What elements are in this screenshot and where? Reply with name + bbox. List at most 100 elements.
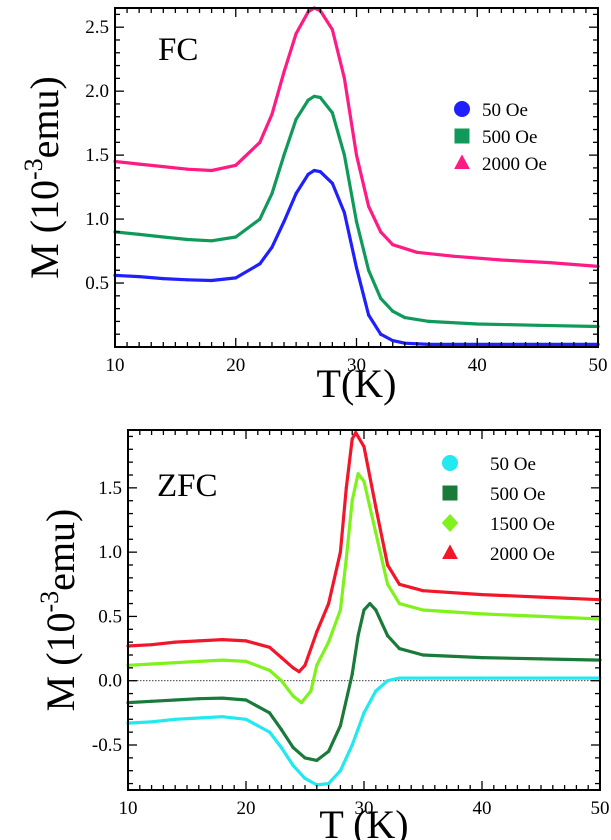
data-point: [327, 640, 331, 644]
legend-item: 500 Oe: [442, 484, 545, 505]
data-point: [362, 479, 366, 483]
data-point: [374, 608, 378, 612]
series-50-oe: [126, 676, 602, 787]
series-2000-oe: [113, 6, 600, 268]
y-axis-title-exponent: -3: [19, 158, 48, 180]
legend-label: 1500 Oe: [490, 514, 555, 535]
data-point: [268, 730, 272, 734]
data-point: [268, 645, 272, 649]
data-point: [362, 608, 366, 612]
data-point: [306, 98, 310, 102]
data-point: [421, 653, 425, 657]
legend-label: 50 Oe: [482, 100, 528, 121]
legend-marker-circle: [442, 455, 458, 471]
data-point: [173, 661, 177, 665]
data-point: [374, 689, 378, 693]
data-point: [344, 557, 348, 561]
data-point: [350, 743, 354, 747]
data-point: [391, 339, 395, 343]
data-point: [379, 332, 383, 336]
data-point: [354, 266, 359, 270]
data-point: [197, 697, 201, 701]
data-point: [294, 191, 298, 196]
data-point: [279, 679, 283, 683]
x-tick-label: 20: [237, 798, 256, 819]
data-point: [185, 167, 189, 171]
data-point: [270, 245, 274, 249]
data-point: [350, 437, 354, 441]
x-tick-label: 40: [473, 798, 492, 819]
data-point: [362, 711, 366, 715]
data-point: [391, 309, 395, 313]
data-point: [330, 28, 334, 32]
x-tick-label: 50: [589, 355, 608, 376]
data-point: [137, 275, 141, 279]
y-axis-title-main: M (10: [22, 180, 67, 279]
data-point: [480, 676, 484, 680]
data-point: [539, 657, 543, 661]
data-point: [536, 323, 540, 327]
data-point: [173, 698, 177, 702]
y-tick-label: -0.5: [92, 735, 122, 756]
y-tick-label: 1.5: [85, 145, 109, 166]
data-point: [315, 630, 319, 634]
data-point: [391, 243, 395, 247]
data-point: [291, 694, 295, 698]
data-point: [480, 612, 484, 616]
data-point: [379, 296, 383, 300]
data-point: [258, 140, 262, 144]
data-point: [210, 278, 214, 283]
data-point: [244, 639, 248, 643]
data-point: [185, 278, 189, 282]
data-point: [318, 95, 322, 100]
y-tick-label: 1.0: [98, 542, 122, 563]
data-point: [427, 319, 431, 323]
data-point: [421, 589, 425, 593]
data-point: [356, 634, 360, 638]
data-point: [367, 268, 371, 272]
data-point: [480, 593, 484, 597]
data-point: [279, 728, 283, 732]
legend-label: 2000 Oe: [482, 154, 547, 175]
data-point: [338, 550, 342, 554]
data-point: [137, 162, 141, 166]
data-point: [374, 505, 378, 509]
data-point: [197, 659, 201, 664]
data-point: [548, 261, 552, 265]
data-point: [282, 220, 286, 224]
data-point: [403, 316, 407, 320]
data-point: [315, 783, 319, 787]
data-point: [338, 724, 342, 728]
data-point: [397, 602, 401, 606]
x-axis-title: T(K): [317, 361, 397, 406]
data-point: [327, 602, 331, 606]
data-point: [244, 717, 248, 721]
data-point: [291, 764, 295, 768]
panel-label: ZFC: [157, 468, 218, 504]
data-point: [374, 531, 378, 535]
y-tick-label: 0.0: [98, 671, 122, 692]
data-point: [379, 230, 383, 234]
data-point: [244, 659, 248, 664]
legend-marker-square: [454, 128, 470, 144]
data-point: [220, 715, 224, 719]
data-point: [185, 237, 189, 242]
data-point: [303, 776, 307, 781]
legend-item: 50 Oe: [454, 100, 528, 121]
legend-item: 1500 Oe: [441, 514, 555, 535]
data-point: [279, 746, 283, 750]
y-tick-label: 0.5: [85, 273, 109, 294]
data-point: [268, 711, 272, 715]
data-point: [354, 220, 359, 224]
data-point: [344, 486, 348, 490]
data-point: [342, 153, 346, 157]
data-point: [234, 276, 238, 280]
series-500-oe: [126, 602, 602, 763]
data-point: [234, 163, 238, 167]
data-point: [386, 634, 390, 638]
data-point: [386, 582, 390, 586]
data-point: [539, 676, 543, 680]
data-point: [173, 640, 177, 644]
data-point: [161, 165, 165, 169]
data-point: [150, 662, 154, 666]
